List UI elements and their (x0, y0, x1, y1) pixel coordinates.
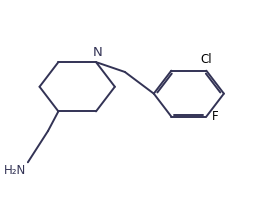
Text: Cl: Cl (200, 53, 212, 66)
Text: N: N (92, 46, 102, 59)
Text: F: F (212, 110, 219, 123)
Text: H₂N: H₂N (4, 164, 27, 177)
